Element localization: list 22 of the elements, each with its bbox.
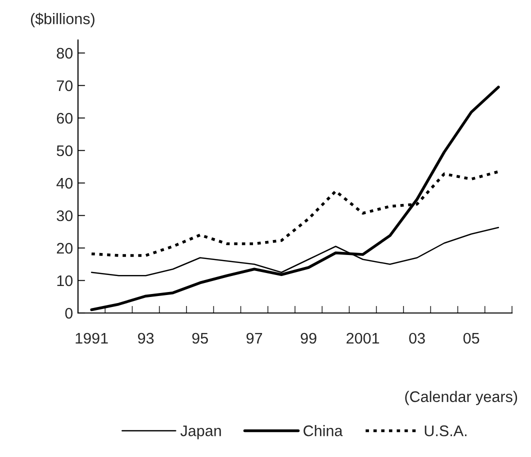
- legend-label: U.S.A.: [424, 425, 466, 436]
- y-tick-label: 80: [56, 48, 73, 59]
- x-tick-label: 95: [192, 332, 208, 344]
- x-tick-label: 1991: [76, 332, 108, 344]
- y-tick-label: 70: [56, 80, 73, 92]
- y-tick-label: 10: [57, 275, 73, 286]
- x-tick-label: 03: [409, 332, 425, 344]
- y-tick-label: 0: [65, 308, 73, 319]
- x-tick-label: 05: [463, 332, 480, 344]
- x-tick-label: 93: [138, 332, 154, 344]
- y-tick-label: 20: [56, 242, 73, 254]
- y-tick-label: 60: [56, 112, 73, 124]
- y-tick-label: 50: [56, 145, 73, 156]
- x-axis-title: (Calendar years): [405, 390, 518, 406]
- x-tick-label: 97: [246, 332, 262, 344]
- y-tick-label: 40: [56, 178, 73, 189]
- legend-label: Japan: [180, 426, 221, 440]
- x-tick-label: 99: [300, 332, 316, 344]
- legend-label: China: [304, 425, 343, 436]
- y-tick-label: 30: [56, 210, 73, 222]
- x-tick-label: 2001: [346, 332, 380, 344]
- y-axis-title: ($billions): [30, 12, 94, 28]
